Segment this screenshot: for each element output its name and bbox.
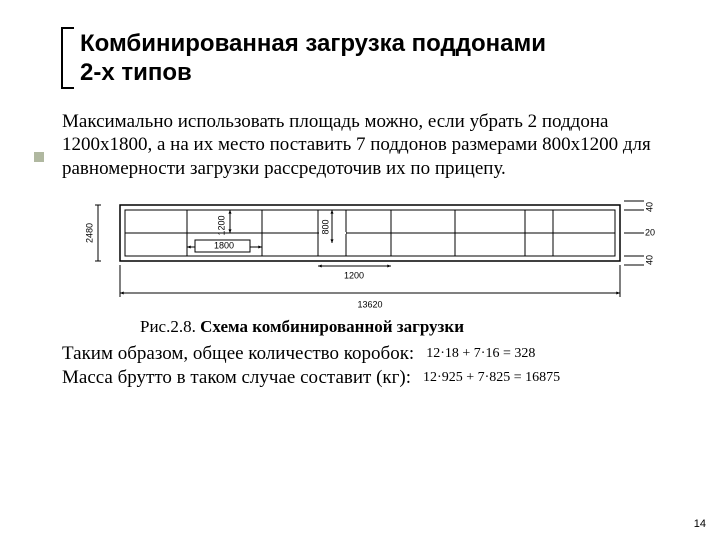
svg-text:1800: 1800 [214, 240, 234, 250]
title-line-1: Комбинированная загрузка поддонами [80, 30, 546, 57]
svg-text:800: 800 [320, 219, 330, 234]
svg-text:40: 40 [644, 255, 654, 265]
svg-text:1200: 1200 [344, 270, 364, 280]
page-number: 14 [694, 518, 706, 530]
mass-label: Масса брутто в таком случае составит (кг… [62, 367, 411, 389]
bullet-square [34, 152, 44, 162]
figure-name: Схема комбинированной загрузки [200, 317, 464, 336]
svg-text:40: 40 [644, 202, 654, 212]
page-title: Комбинированная загрузка поддонами 2-х т… [80, 30, 680, 88]
svg-text:2480: 2480 [84, 223, 94, 243]
svg-text:1200: 1200 [216, 215, 226, 235]
loading-diagram: 2480 1200 800 1800 1200 13620 40 20 40 [60, 185, 680, 315]
title-line-2: 2-х типов [80, 59, 192, 86]
title-bracket [60, 26, 74, 92]
intro-paragraph: Максимально использовать площадь можно, … [62, 110, 670, 181]
svg-text:13620: 13620 [357, 299, 382, 309]
svg-text:20: 20 [645, 227, 655, 237]
mass-formula: 12·925 + 7·825 = 16875 [423, 370, 560, 386]
figure-number: Рис.2.8. [140, 317, 196, 336]
boxes-label: Таким образом, общее количество коробок: [62, 343, 414, 365]
figure-caption: Рис.2.8. Схема комбинированной загрузки [140, 317, 680, 337]
boxes-formula: 12·18 + 7·16 = 328 [426, 346, 535, 362]
